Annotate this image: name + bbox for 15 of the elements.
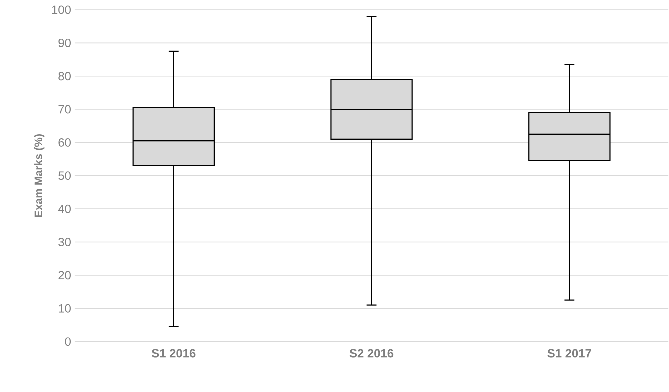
y-tick-label: 20 [58, 271, 71, 280]
x-tick-label: S1 2017 [548, 349, 592, 358]
y-tick-label: 100 [52, 6, 71, 14]
y-tick-label: 40 [58, 204, 71, 214]
y-tick-label: 70 [58, 105, 71, 114]
x-tick-label: S2 2016 [350, 349, 394, 358]
y-tick-label: 50 [58, 172, 71, 180]
y-tick-label: 10 [59, 304, 71, 313]
y-tick-label: 30 [58, 238, 71, 247]
y-axis-title: Exam Marks (%) [34, 134, 45, 218]
y-tick-label: 80 [58, 72, 71, 81]
y-tick-label: 90 [58, 39, 71, 48]
x-tick-label: S1 2016 [152, 349, 196, 358]
y-tick-label: 60 [58, 138, 71, 148]
y-tick-label: 0 [65, 338, 71, 346]
